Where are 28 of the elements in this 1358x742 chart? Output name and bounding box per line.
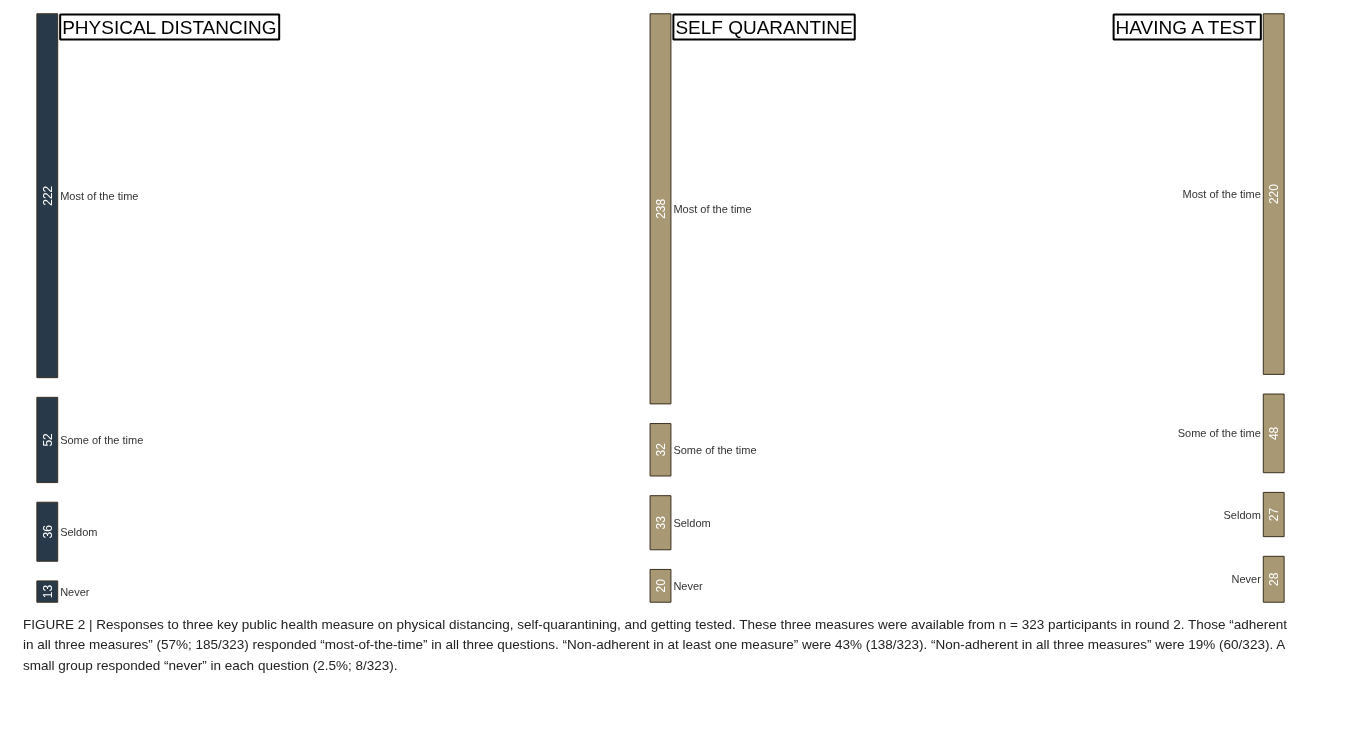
data-label: 36	[40, 524, 55, 539]
data-label: 33	[654, 515, 668, 530]
category-label: Never	[1231, 573, 1261, 586]
data-label: 220	[1267, 183, 1282, 205]
data-label: 48	[1267, 426, 1282, 441]
category-label: Seldom	[1223, 508, 1261, 521]
category-label: Seldom	[673, 516, 711, 529]
category-label: Most of the time	[673, 202, 752, 215]
data-label: 238	[654, 198, 668, 219]
category-label: Some of the time	[60, 433, 144, 446]
caption: FIGURE 2 | Responses to three key public health measure on physical distancing, self-quarantining, and getting tested. These three measures were available from n = 323 participants in round 2. Those “adherent in all three measures” (57%; 185/323) responded “most-of-the-time” in all three questions. “Non-adherent in at least one measure” were 43% (138/323). “Non-adherent in all three measures” were 19% (60/323). A small group responded “never” in each question (2.5%; 8/323).	[22, 616, 1289, 675]
category-label: Some of the time	[1177, 427, 1261, 440]
category-label: Some of the time	[673, 443, 757, 456]
category-label: Never	[60, 585, 90, 598]
data-label: 27	[1267, 507, 1282, 522]
data-label: 13	[40, 584, 55, 599]
data-label: 20	[654, 578, 668, 593]
category-label: Seldom	[60, 525, 98, 538]
category-label: Most of the time	[60, 189, 139, 202]
series-label: PHYSICAL DISTANCING	[62, 16, 277, 38]
data-label: 28	[1267, 572, 1282, 586]
data-label: 32	[654, 442, 668, 457]
category-label: Most of the time	[1182, 188, 1261, 201]
series-label: HAVING A TEST	[1115, 16, 1257, 38]
data-label: 52	[40, 432, 55, 447]
series-label: SELF QUARANTINE	[675, 16, 853, 38]
category-label: Never	[673, 579, 703, 592]
data-label: 222	[40, 185, 55, 206]
